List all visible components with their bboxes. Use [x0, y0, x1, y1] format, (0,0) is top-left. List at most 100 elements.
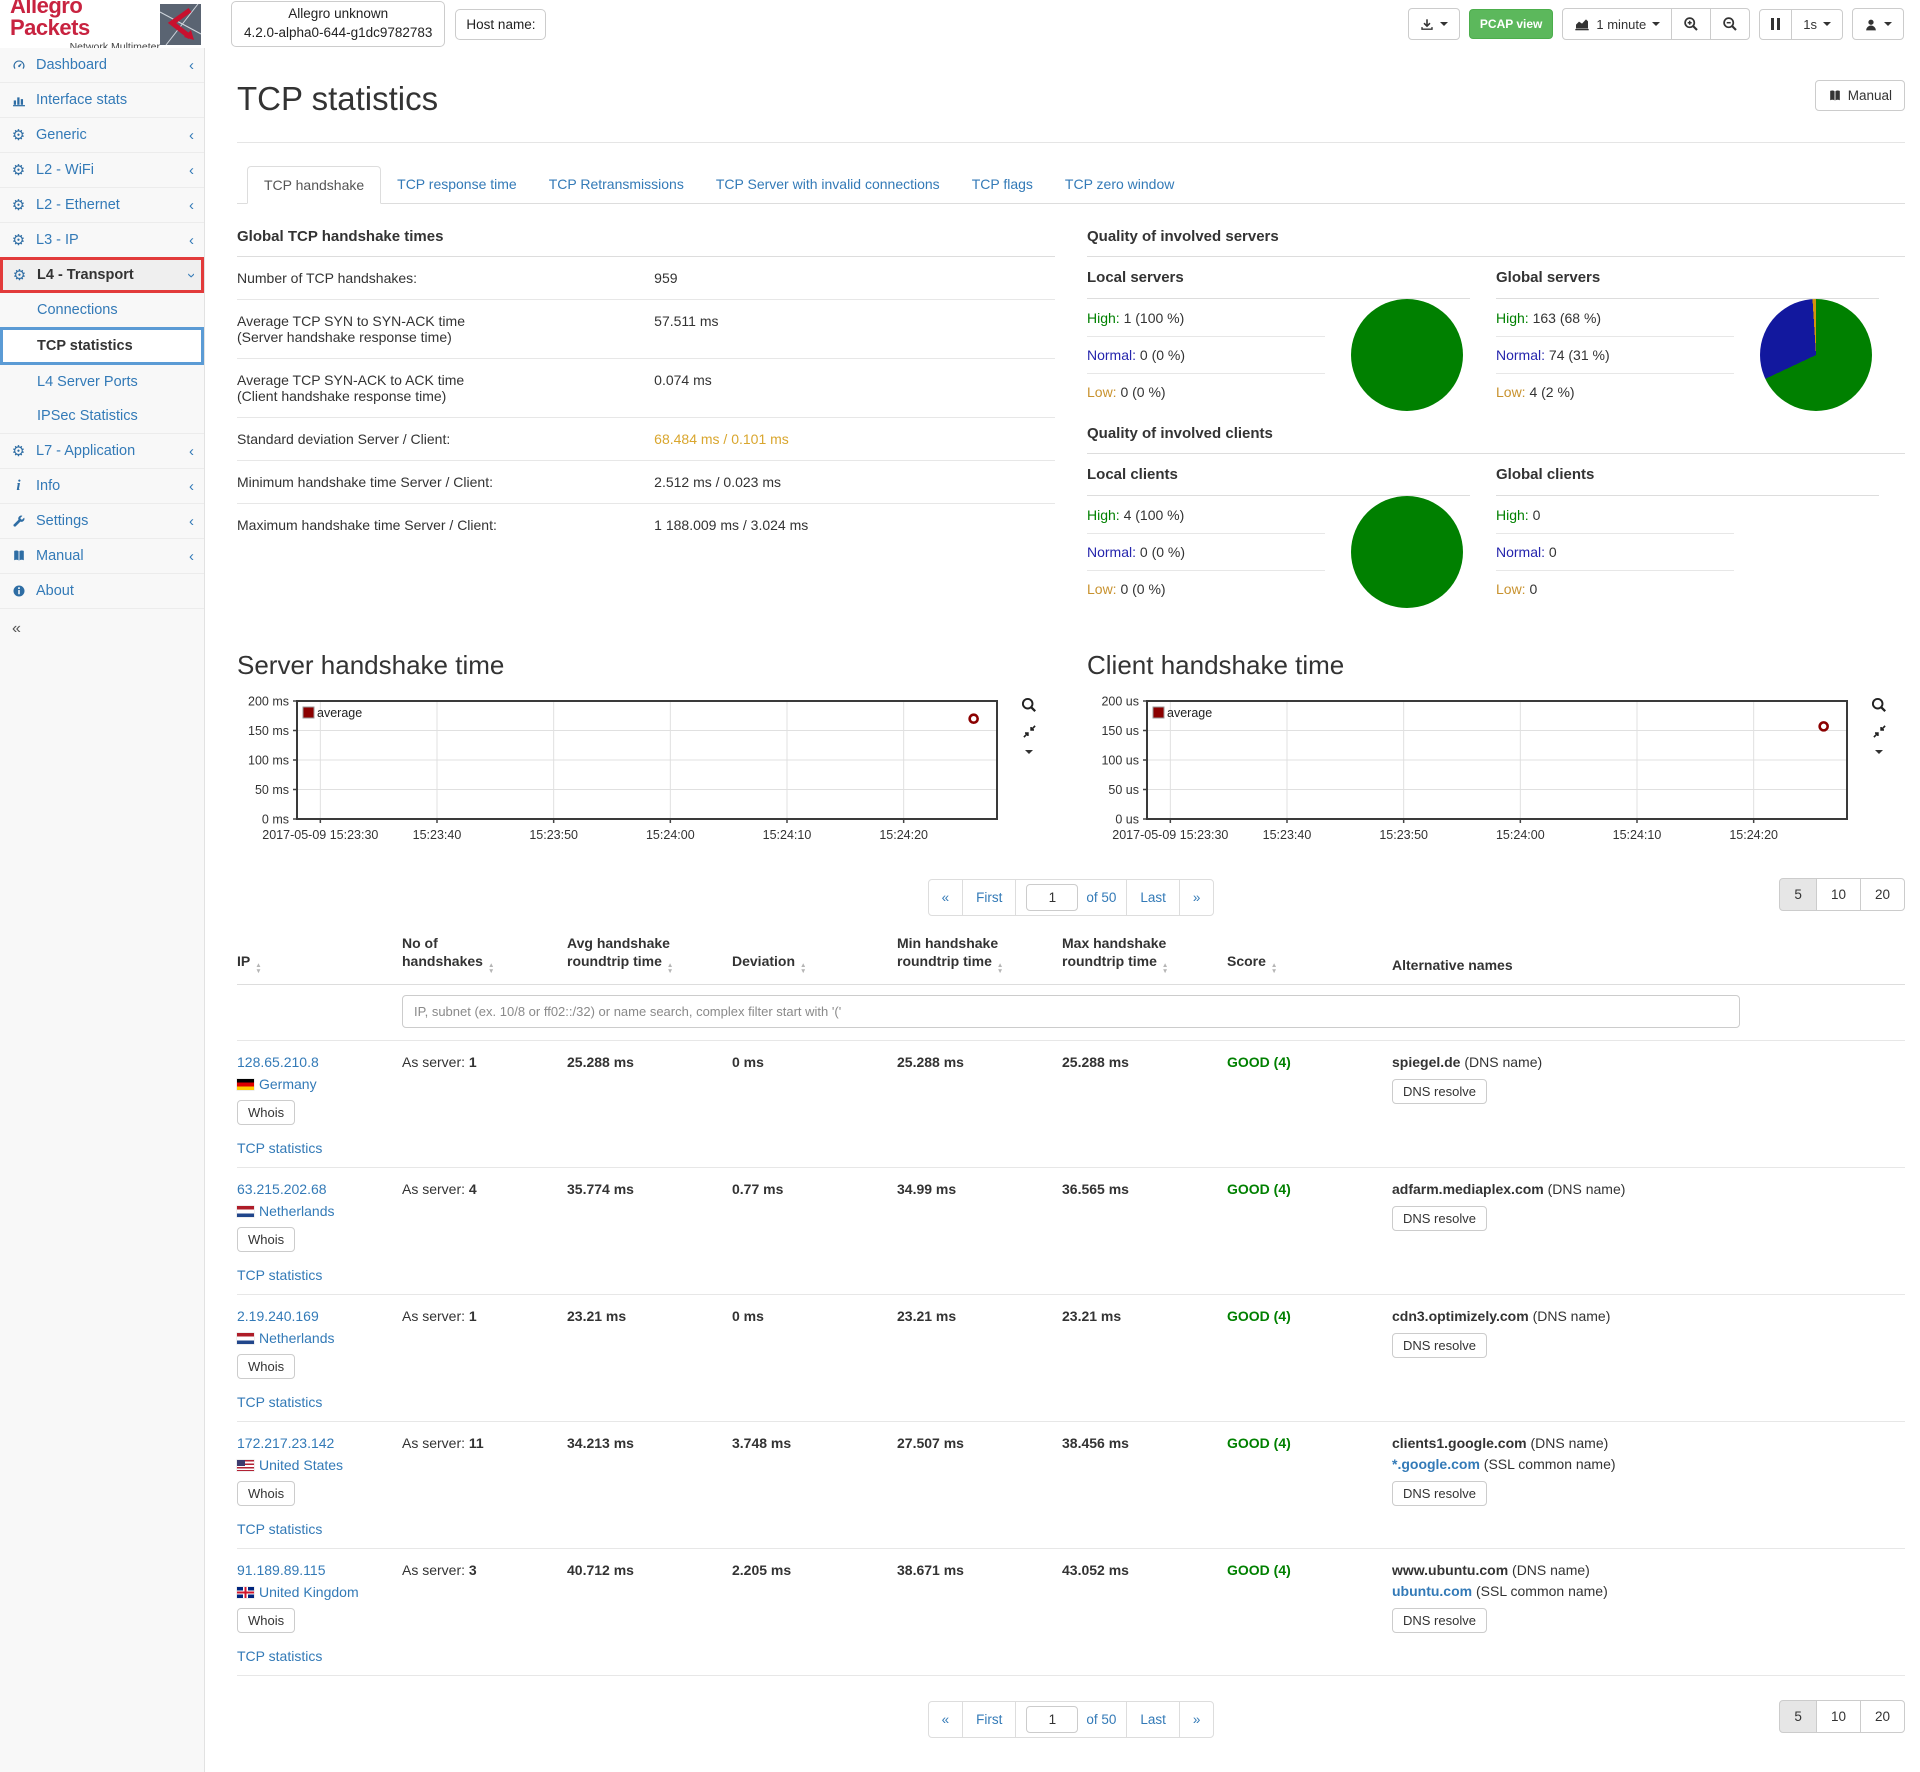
dns-resolve-button[interactable]: DNS resolve: [1392, 1079, 1487, 1105]
tab-bar: TCP handshake TCP response time TCP Retran…: [237, 165, 1905, 204]
column-header-min-handshake-roundtrip-time[interactable]: Min handshake roundtrip time ▲ ▼: [897, 928, 1062, 986]
sidebar-item-l3-ip[interactable]: ⚙ L3 - IP ‹: [0, 222, 204, 257]
whois-button[interactable]: Whois: [237, 1481, 296, 1507]
tab-tcp-handshake[interactable]: TCP handshake: [247, 166, 382, 204]
column-header-no-of-handshakes[interactable]: No of handshakes ▲ ▼: [402, 928, 567, 986]
zoom-out-button[interactable]: [1710, 7, 1751, 41]
page-size-10-button[interactable]: 10: [1815, 1700, 1861, 1734]
country-link[interactable]: United States: [259, 1457, 344, 1474]
pagination-next[interactable]: »: [1178, 878, 1215, 916]
page-size-20-button[interactable]: 20: [1859, 878, 1905, 911]
table-row: 172.217.23.142 United States Whois TCP stat…: [237, 1421, 1905, 1550]
whois-button[interactable]: Whois: [237, 1608, 296, 1634]
page-number-input[interactable]: [1026, 1705, 1079, 1733]
tcp-statistics-link[interactable]: TCP statistics: [237, 1521, 323, 1538]
sidebar-item-ipsec-statistics[interactable]: IPSec Statistics: [37, 408, 138, 424]
sidebar-item-manual[interactable]: Manual ‹: [0, 538, 204, 573]
ip-link[interactable]: 128.65.210.8: [237, 1054, 319, 1071]
ip-link[interactable]: 63.215.202.68: [237, 1181, 327, 1198]
sort-icon[interactable]: ▲ ▼: [487, 962, 495, 975]
manual-button[interactable]: Manual: [1814, 80, 1905, 112]
pagination-next[interactable]: »: [1178, 1700, 1215, 1738]
sort-icon[interactable]: ▲ ▼: [800, 962, 807, 975]
ip-link[interactable]: 91.189.89.115: [237, 1562, 326, 1579]
sidebar-item-settings[interactable]: Settings ‹: [0, 503, 204, 538]
user-menu-button[interactable]: [1852, 8, 1904, 40]
ip-link[interactable]: 2.19.240.169: [237, 1308, 319, 1325]
column-header-ip[interactable]: IP ▲ ▼: [237, 928, 402, 986]
sidebar-collapse-button[interactable]: «: [0, 608, 204, 649]
deviation-cell: 2.205 ms: [732, 1548, 897, 1677]
tab-tcp-server-with-invalid-connections[interactable]: TCP Server with invalid connections: [715, 176, 940, 192]
chart-options-caret-icon[interactable]: [1875, 750, 1883, 754]
chart-zoom-icon[interactable]: [1871, 697, 1887, 713]
country-link[interactable]: Netherlands: [259, 1330, 335, 1347]
max-cell: 23.21 ms: [1062, 1294, 1227, 1423]
country-link[interactable]: United Kingdom: [259, 1584, 359, 1601]
pagination-prev[interactable]: «: [927, 1700, 964, 1738]
chart-options-caret-icon[interactable]: [1025, 750, 1033, 754]
page-size-10-button[interactable]: 10: [1815, 878, 1861, 911]
sidebar-item-l7-application[interactable]: ⚙ L7 - Application ‹: [0, 433, 204, 468]
sort-icon[interactable]: ▲ ▼: [996, 962, 1004, 975]
tcp-statistics-link[interactable]: TCP statistics: [237, 1394, 323, 1411]
refresh-rate-dropdown[interactable]: 1s: [1791, 8, 1843, 40]
sidebar-item-l4-transport[interactable]: ⚙ L4 - Transport ‹: [0, 257, 204, 293]
tab-tcp-retransmissions[interactable]: TCP Retransmissions: [548, 176, 684, 192]
pagination-last[interactable]: Last: [1126, 1700, 1180, 1738]
whois-button[interactable]: Whois: [237, 1227, 296, 1253]
pagination-first[interactable]: First: [962, 1700, 1017, 1738]
dns-resolve-button[interactable]: DNS resolve: [1392, 1333, 1487, 1359]
sidebar-item-dashboard[interactable]: Dashboard ‹: [0, 48, 204, 82]
pagination-first[interactable]: First: [962, 878, 1017, 916]
interval-dropdown[interactable]: 1 minute: [1562, 7, 1673, 41]
tcp-statistics-link[interactable]: TCP statistics: [237, 1648, 323, 1665]
alt-name-link[interactable]: ubuntu.com: [1392, 1583, 1473, 1600]
chart-collapse-icon[interactable]: [1872, 724, 1887, 739]
dns-resolve-button[interactable]: DNS resolve: [1392, 1481, 1487, 1507]
country-link[interactable]: Netherlands: [259, 1203, 335, 1220]
sort-icon[interactable]: ▲ ▼: [1270, 962, 1278, 975]
sidebar-item-info[interactable]: i Info ‹: [0, 468, 204, 503]
sidebar-item-interface-stats[interactable]: Interface stats: [0, 82, 204, 117]
sidebar-item-tcp-statistics[interactable]: TCP statistics: [0, 327, 204, 365]
pagination-last[interactable]: Last: [1126, 878, 1180, 916]
tcp-statistics-link[interactable]: TCP statistics: [237, 1140, 323, 1157]
whois-button[interactable]: Whois: [237, 1354, 296, 1380]
column-header-avg-handshake-roundtrip-time[interactable]: Avg handshake roundtrip time ▲ ▼: [567, 928, 732, 986]
column-header-score[interactable]: Score ▲ ▼: [1227, 928, 1392, 986]
page-size-5-button[interactable]: 5: [1779, 878, 1817, 911]
sidebar-item-l4-server-ports[interactable]: L4 Server Ports: [37, 374, 138, 390]
column-header-max-handshake-roundtrip-time[interactable]: Max handshake roundtrip time ▲ ▼: [1062, 928, 1227, 986]
chart-collapse-icon[interactable]: [1022, 724, 1037, 739]
sidebar-item-l2-ethernet[interactable]: ⚙ L2 - Ethernet ‹: [0, 187, 204, 222]
download-button[interactable]: [1407, 8, 1460, 40]
page-size-5-button[interactable]: 5: [1779, 1700, 1817, 1734]
sort-icon[interactable]: ▲ ▼: [1161, 962, 1169, 975]
column-header-deviation[interactable]: Deviation ▲ ▼: [732, 928, 897, 986]
table-filter-input[interactable]: [402, 995, 1740, 1029]
pagination-prev[interactable]: «: [927, 878, 964, 916]
page-number-input[interactable]: [1026, 883, 1079, 911]
tcp-statistics-link[interactable]: TCP statistics: [237, 1267, 323, 1284]
chart-zoom-icon[interactable]: [1021, 697, 1037, 713]
country-link[interactable]: Germany: [259, 1076, 317, 1093]
ip-link[interactable]: 172.217.23.142: [237, 1435, 335, 1452]
sidebar-item-l2-wifi[interactable]: ⚙ L2 - WiFi ‹: [0, 152, 204, 187]
tab-tcp-zero-window[interactable]: TCP zero window: [1064, 176, 1175, 192]
tab-tcp-flags[interactable]: TCP flags: [971, 176, 1033, 192]
sidebar-item-about[interactable]: About: [0, 573, 204, 608]
dns-resolve-button[interactable]: DNS resolve: [1392, 1608, 1487, 1634]
pcap-view-button[interactable]: PCAP view: [1468, 9, 1554, 39]
page-size-20-button[interactable]: 20: [1859, 1700, 1905, 1734]
sort-icon[interactable]: ▲ ▼: [666, 962, 674, 975]
tab-tcp-response-time[interactable]: TCP response time: [397, 176, 517, 192]
whois-button[interactable]: Whois: [237, 1100, 296, 1126]
dns-resolve-button[interactable]: DNS resolve: [1392, 1206, 1487, 1232]
sidebar-item-connections[interactable]: Connections: [37, 302, 118, 318]
sidebar-item-generic[interactable]: ⚙ Generic ‹: [0, 117, 204, 152]
sort-icon[interactable]: ▲ ▼: [255, 962, 262, 975]
pause-button[interactable]: [1759, 8, 1793, 40]
alt-name-link[interactable]: *.google.com: [1392, 1456, 1480, 1473]
zoom-in-button[interactable]: [1671, 7, 1712, 41]
